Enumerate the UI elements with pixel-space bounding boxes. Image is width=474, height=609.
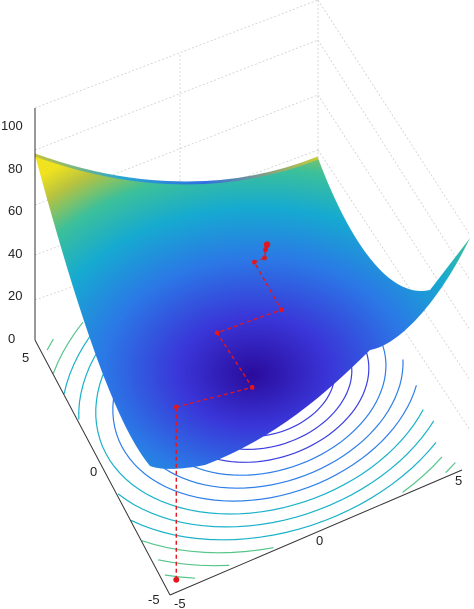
z-tick-80: 80	[8, 161, 22, 176]
x-tick-5: 5	[455, 473, 462, 488]
z-ticks: 0 20 40 60 80 100	[1, 118, 23, 346]
surface-body	[35, 155, 470, 469]
y-ticks: 5 0 -5	[22, 350, 160, 607]
z-tick-20: 20	[8, 288, 22, 303]
path-point-3	[278, 307, 284, 313]
contour-level-14	[46, 338, 456, 567]
y-tick-5: 5	[22, 350, 29, 365]
floor-axes	[34, 108, 463, 596]
path-point-2	[214, 330, 220, 336]
surface-rim	[34, 153, 319, 185]
x-tick-neg5: -5	[174, 596, 186, 609]
path-point-8	[263, 241, 271, 248]
path-point-0	[173, 404, 179, 410]
z-tick-40: 40	[8, 246, 22, 261]
z-tick-0: 0	[8, 331, 15, 346]
path-point-1	[249, 385, 255, 390]
path-point-5	[262, 255, 267, 261]
x-tick-0: 0	[316, 533, 323, 548]
z-tick-60: 60	[8, 203, 22, 218]
contour-level-13	[52, 321, 443, 554]
y-tick-neg5: -5	[148, 592, 160, 607]
y-tick-0: 0	[90, 464, 97, 479]
path-start-floor-point	[173, 576, 180, 583]
path-point-4	[251, 259, 257, 265]
x-ticks: -5 0 5	[174, 473, 462, 609]
surface	[34, 153, 470, 469]
contour-level-15	[164, 574, 196, 579]
z-tick-100: 100	[1, 118, 23, 133]
descent-path	[173, 241, 284, 583]
